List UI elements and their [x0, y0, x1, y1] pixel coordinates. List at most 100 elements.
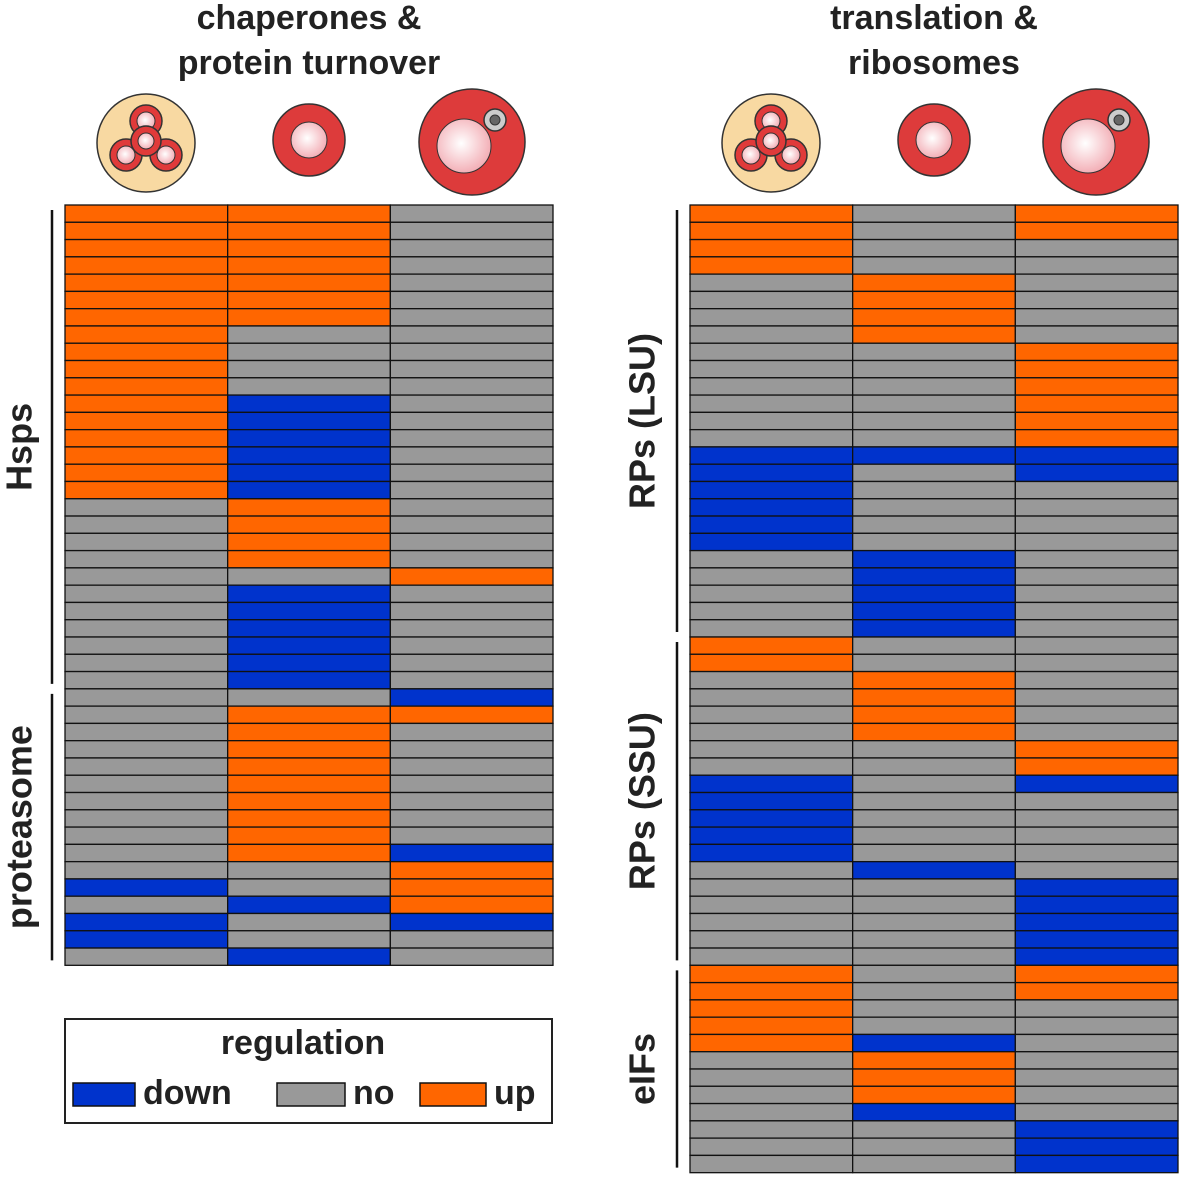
- heatmap-cell: [389, 273, 554, 293]
- heatmap-cell: [852, 757, 1016, 776]
- heatmap-cell: [852, 705, 1016, 725]
- heatmap-cell: [389, 757, 554, 776]
- heatmap-cell: [227, 947, 391, 966]
- heatmap-cell: [852, 860, 1016, 880]
- heatmap-cell: [1014, 411, 1179, 431]
- heatmap-cell: [227, 636, 391, 655]
- heatmap-cell: [227, 394, 391, 414]
- heatmap-cell: [227, 826, 391, 846]
- heatmap-cell: [852, 688, 1016, 707]
- heatmap-cell: [852, 411, 1016, 431]
- heatmap-cell: [389, 221, 554, 241]
- heatmap-cell: [64, 411, 229, 431]
- heatmap-cell: [852, 446, 1016, 465]
- heatmap-cell: [1014, 238, 1179, 258]
- heatmap-cell: [1014, 670, 1179, 690]
- heatmap-cell: [227, 221, 391, 241]
- heatmap-cell: [689, 532, 854, 552]
- heatmap-cell: [852, 619, 1016, 638]
- heatmap-cell: [852, 1154, 1016, 1174]
- panel-title: translation &: [830, 0, 1038, 37]
- heatmap-cell: [689, 860, 854, 880]
- heatmap-cell: [852, 221, 1016, 241]
- heatmap-cell: [852, 601, 1016, 621]
- heatmap-cell: [64, 290, 229, 310]
- panel-title: protein turnover: [178, 44, 441, 82]
- heatmap-cell: [689, 411, 854, 431]
- heatmap-cell: [64, 342, 229, 362]
- heatmap-cell: [1014, 428, 1179, 448]
- heatmap-cell: [1014, 221, 1179, 241]
- heatmap-cell: [389, 705, 554, 725]
- heatmap-cell: [852, 964, 1016, 984]
- heatmap-cell: [852, 930, 1016, 949]
- heatmap-cell: [227, 359, 391, 379]
- heatmap-cell: [852, 843, 1016, 863]
- heatmap-cell: [852, 359, 1016, 379]
- heatmap-cell: [1014, 1102, 1179, 1122]
- cell-icon: [721, 93, 821, 193]
- heatmap-cell: [1014, 584, 1179, 604]
- heatmap-cell: [689, 1033, 854, 1053]
- heatmap-cell: [852, 308, 1016, 327]
- heatmap-cell: [227, 860, 391, 880]
- heatmap-cell: [227, 722, 391, 742]
- heatmap-cell: [1014, 740, 1179, 759]
- heatmap-cell: [689, 826, 854, 846]
- heatmap-cell: [389, 878, 554, 897]
- heatmap-cell: [689, 1051, 854, 1070]
- heatmap-cell: [1014, 774, 1179, 794]
- heatmap-cell: [1014, 1120, 1179, 1139]
- heatmap-cell: [389, 584, 554, 604]
- heatmap-cell: [389, 377, 554, 396]
- heatmap-cell: [227, 653, 391, 673]
- heatmap-cell: [389, 428, 554, 448]
- heatmap-cell: [852, 256, 1016, 275]
- heatmap-cell: [389, 688, 554, 707]
- heatmap-cell: [389, 601, 554, 621]
- heatmap-cell: [689, 1120, 854, 1139]
- heatmap-cell: [64, 394, 229, 414]
- legend-title: regulation: [221, 1024, 385, 1062]
- heatmap-cell: [1014, 549, 1179, 569]
- heatmap-cell: [689, 878, 854, 897]
- heatmap-cell: [64, 670, 229, 690]
- heatmap-cell: [852, 670, 1016, 690]
- heatmap-cell: [64, 947, 229, 966]
- heatmap-cell: [389, 342, 554, 362]
- heatmap-cell: [689, 446, 854, 465]
- heatmap-cell: [852, 498, 1016, 517]
- heatmap-cell: [1014, 809, 1179, 828]
- heatmap-cell: [689, 221, 854, 241]
- heatmap-cell: [64, 359, 229, 379]
- heatmap-cell: [689, 480, 854, 500]
- heatmap-cell: [852, 325, 1016, 344]
- heatmap-cell: [389, 740, 554, 759]
- heatmap-cell: [852, 480, 1016, 500]
- heatmap-cell: [852, 722, 1016, 742]
- heatmap-cell: [689, 843, 854, 863]
- heatmap-cell: [227, 843, 391, 863]
- heatmap-cell: [389, 619, 554, 638]
- legend-box: [64, 1018, 553, 1124]
- heatmap-cell: [852, 740, 1016, 759]
- heatmap-cell: [689, 394, 854, 414]
- heatmap-cell: [1014, 532, 1179, 552]
- heatmap-cell: [64, 377, 229, 396]
- heatmap-cell: [227, 688, 391, 707]
- heatmap-cell: [64, 722, 229, 742]
- heatmap-cell: [1014, 446, 1179, 465]
- heatmap-cell: [64, 895, 229, 915]
- heatmap-cell: [227, 204, 391, 223]
- heatmap-cell: [689, 549, 854, 569]
- heatmap-cell: [227, 480, 391, 500]
- heatmap-cell: [64, 757, 229, 776]
- heatmap-cell: [689, 515, 854, 534]
- heatmap-cell: [227, 878, 391, 897]
- heatmap-cell: [389, 653, 554, 673]
- heatmap-cell: [1014, 860, 1179, 880]
- heatmap-cell: [1014, 826, 1179, 846]
- heatmap-cell: [852, 809, 1016, 828]
- heatmap-cell: [1014, 1068, 1179, 1087]
